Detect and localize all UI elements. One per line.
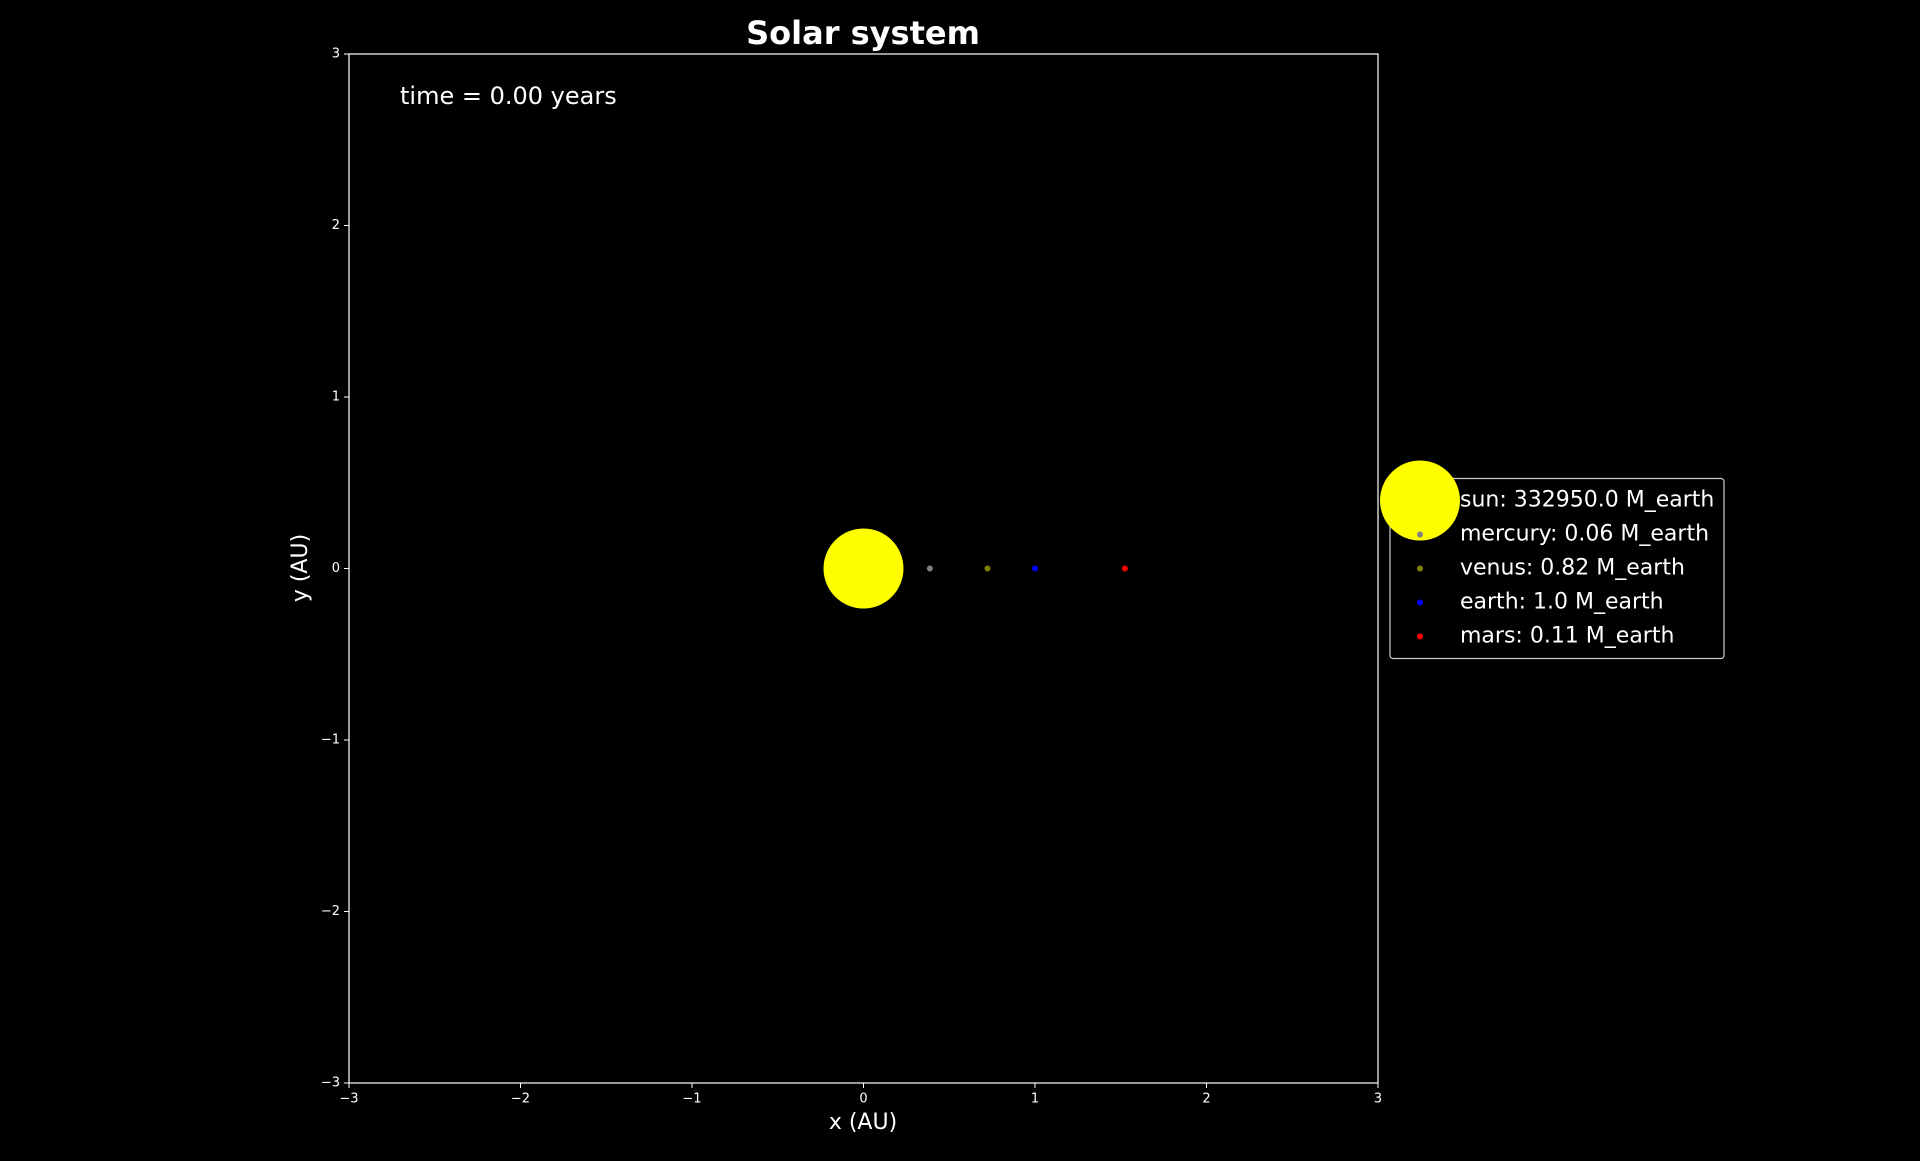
planet-point <box>984 565 991 572</box>
x-tick-label: −2 <box>511 1092 530 1107</box>
legend-marker <box>1417 565 1423 572</box>
legend-marker <box>1417 599 1423 606</box>
planet-point <box>1121 565 1128 572</box>
y-tick-label: 1 <box>332 390 340 405</box>
legend-label: earth: 1.0 M_earth <box>1460 590 1664 615</box>
legend-marker <box>1380 460 1460 541</box>
legend-marker <box>1417 531 1423 538</box>
x-tick-label: 3 <box>1374 1092 1382 1107</box>
y-tick-label: −2 <box>321 904 340 919</box>
x-tick-label: 0 <box>859 1092 867 1107</box>
legend-label: venus: 0.82 M_earth <box>1460 556 1685 581</box>
y-tick-label: 3 <box>332 47 340 62</box>
x-tick-label: −3 <box>339 1092 358 1107</box>
planet-point <box>823 528 904 609</box>
y-tick-label: −3 <box>321 1076 340 1091</box>
planet-point <box>1032 565 1038 572</box>
legend-label: mars: 0.11 M_earth <box>1460 624 1674 649</box>
annotation: time = 0.00 years <box>400 82 617 110</box>
x-axis-label: x (AU) <box>829 1110 897 1135</box>
y-tick-label: 2 <box>332 218 340 233</box>
y-tick-label: −1 <box>321 733 340 748</box>
planet-point <box>926 565 933 572</box>
legend-label: sun: 332950.0 M_earth <box>1460 488 1714 513</box>
x-tick-label: 1 <box>1031 1092 1039 1107</box>
legend-box <box>1389 477 1725 660</box>
legend-label: mercury: 0.06 M_earth <box>1460 522 1709 547</box>
legend-marker <box>1417 633 1423 640</box>
chart-title: Solar system <box>746 14 980 52</box>
y-tick-label: 0 <box>332 561 340 576</box>
x-tick-label: −1 <box>682 1092 701 1107</box>
y-axis-label: y (AU) <box>288 534 313 602</box>
x-tick-label: 2 <box>1202 1092 1210 1107</box>
